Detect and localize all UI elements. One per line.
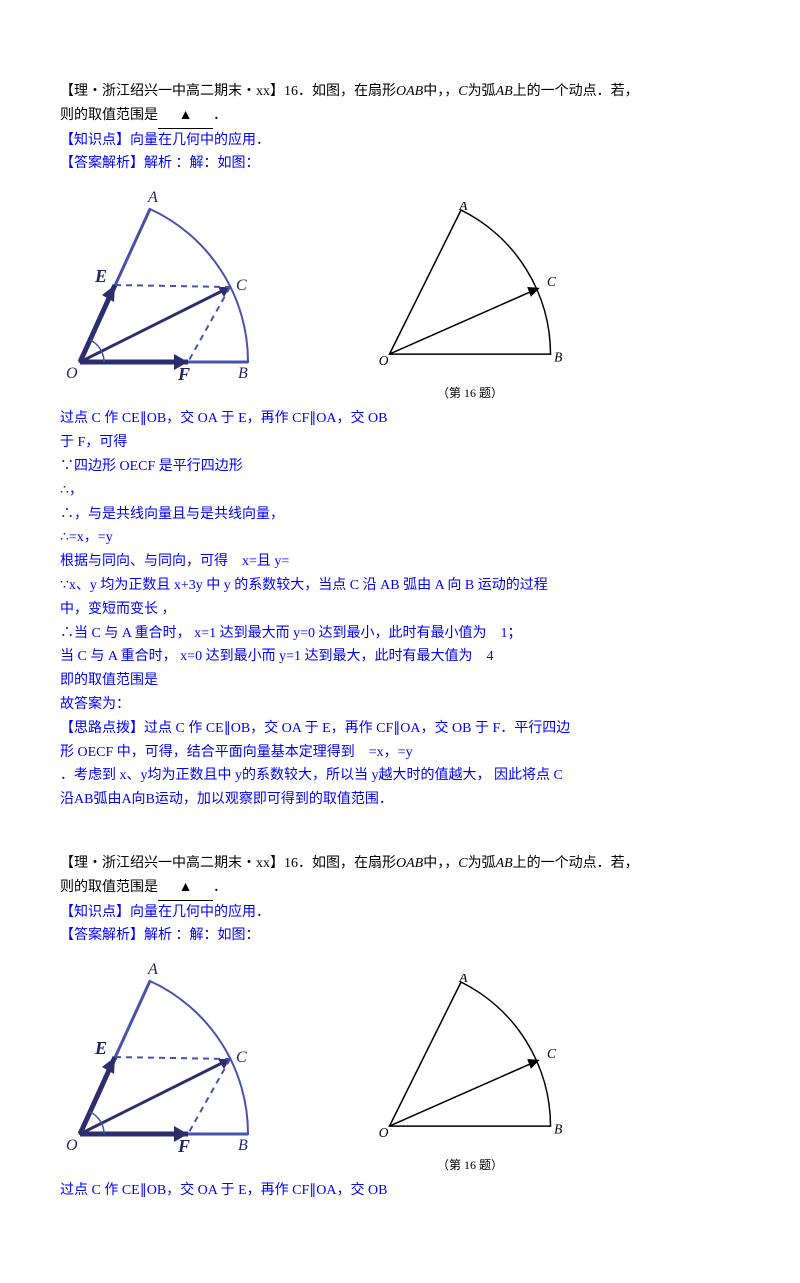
svg-text:C: C bbox=[236, 1049, 247, 1066]
svg-text:O: O bbox=[66, 365, 78, 382]
figure-caption: （第 16 题） bbox=[360, 1155, 580, 1175]
svg-text:C: C bbox=[547, 274, 557, 289]
solution-line: 过点 C 作 CE∥OB，交 OA 于 E，再作 CF∥OA，交 OB bbox=[60, 1179, 740, 1203]
svg-text:B: B bbox=[238, 1137, 248, 1154]
figure-row: A B C E F O A B C O （第 16 题） bbox=[60, 954, 740, 1175]
svg-text:A: A bbox=[458, 202, 468, 213]
figure-row: A B C E F O A B C O （第 16 题） bbox=[60, 182, 740, 403]
solution-line: 根据与同向、与同向，可得 x=且 y= bbox=[60, 550, 740, 574]
svg-text:F: F bbox=[177, 1136, 190, 1154]
solution-line: 即的取值范围是 bbox=[60, 669, 740, 693]
tip-line: 沿AB弧由A向B运动，加以观察即可得到的取值范围． bbox=[60, 788, 740, 812]
problem-header: 【理・浙江绍兴一中高二期末・xx】16．如图，在扇形OAB中，，C为弧AB上的一… bbox=[60, 852, 740, 876]
svg-text:O: O bbox=[379, 1125, 389, 1140]
svg-text:A: A bbox=[458, 974, 468, 985]
knowledge-point: 【知识点】向量在几何中的应用． bbox=[60, 901, 740, 925]
problem-block-2: 【理・浙江绍兴一中高二期末・xx】16．如图，在扇形OAB中，，C为弧AB上的一… bbox=[60, 852, 740, 1203]
solution-line: 过点 C 作 CE∥OB，交 OA 于 E，再作 CF∥OA，交 OB bbox=[60, 407, 740, 431]
svg-text:O: O bbox=[379, 353, 389, 368]
solution-figure: A B C E F O bbox=[60, 954, 260, 1154]
solution-line: ∵四边形 OECF 是平行四边形 bbox=[60, 455, 740, 479]
knowledge-point: 【知识点】向量在几何中的应用． bbox=[60, 129, 740, 153]
problem-block-1: 【理・浙江绍兴一中高二期末・xx】16．如图，在扇形OAB中，，C为弧AB上的一… bbox=[60, 80, 740, 812]
svg-text:A: A bbox=[147, 961, 158, 978]
solution-line: 于 F，可得 bbox=[60, 431, 740, 455]
svg-text:B: B bbox=[238, 365, 248, 382]
solution-line: ∴，与是共线向量且与是共线向量， bbox=[60, 503, 740, 527]
solution-line: 中，变短而变长 ， bbox=[60, 598, 740, 622]
svg-text:E: E bbox=[94, 266, 107, 286]
answer-analysis-lead: 【答案解析】解析 ：解：如图： bbox=[60, 152, 740, 176]
svg-text:B: B bbox=[554, 1121, 562, 1136]
answer-analysis-lead: 【答案解析】解析 ：解：如图： bbox=[60, 924, 740, 948]
svg-text:C: C bbox=[547, 1046, 557, 1061]
problem-blank-line: 则的取值范围是▲． bbox=[60, 876, 740, 901]
svg-text:O: O bbox=[66, 1137, 78, 1154]
svg-text:A: A bbox=[147, 189, 158, 206]
tip-line: 【思路点拨】过点 C 作 CE∥OB，交 OA 于 E，再作 CF∥OA，交 O… bbox=[60, 717, 740, 741]
problem-figure: A B C O bbox=[360, 202, 580, 372]
svg-text:B: B bbox=[554, 349, 562, 364]
problem-figure: A B C O bbox=[360, 974, 580, 1144]
solution-line: ∴=x，=y bbox=[60, 526, 740, 550]
solution-line: 当 C 与 A 重合时， x=0 达到最小而 y=1 达到最大，此时有最大值为 … bbox=[60, 645, 740, 669]
figure-caption: （第 16 题） bbox=[360, 383, 580, 403]
svg-text:F: F bbox=[177, 364, 190, 382]
problem-blank-line: 则的取值范围是▲． bbox=[60, 104, 740, 129]
svg-text:C: C bbox=[236, 277, 247, 294]
svg-text:E: E bbox=[94, 1038, 107, 1058]
solution-line: 故答案为： bbox=[60, 693, 740, 717]
solution-figure: A B C E F O bbox=[60, 182, 260, 382]
solution-line: ∴， bbox=[60, 479, 740, 503]
page: 【理・浙江绍兴一中高二期末・xx】16．如图，在扇形OAB中，，C为弧AB上的一… bbox=[0, 0, 800, 1283]
tip-line: ．考虑到 x、y均为正数且中 y的系数较大，所以当 y越大时的值越大， 因此将点… bbox=[60, 764, 740, 788]
problem-header: 【理・浙江绍兴一中高二期末・xx】16．如图，在扇形OAB中，，C为弧AB上的一… bbox=[60, 80, 740, 104]
tip-line: 形 OECF 中，可得，结合平面向量基本定理得到 =x，=y bbox=[60, 741, 740, 765]
solution-line: ∵x、y 均为正数且 x+3y 中 y 的系数较大，当点 C 沿 AB 弧由 A… bbox=[60, 574, 740, 598]
solution-line: ∴当 C 与 A 重合时， x=1 达到最大而 y=0 达到最小，此时有最小值为… bbox=[60, 622, 740, 646]
